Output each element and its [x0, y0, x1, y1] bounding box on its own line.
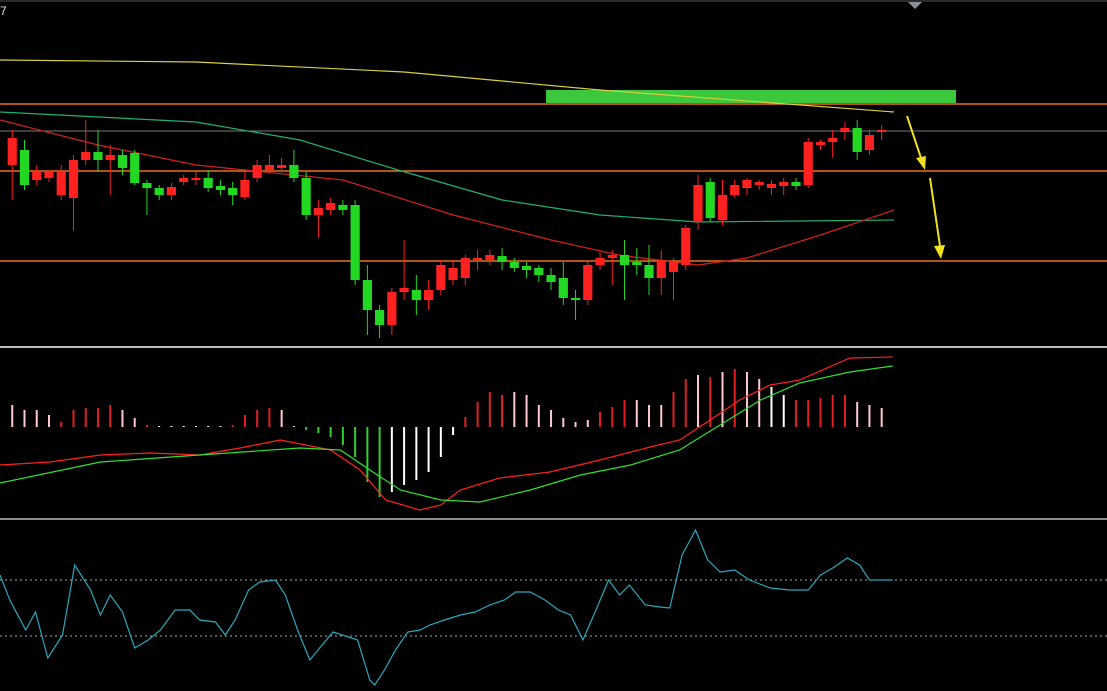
macd-line [0, 365, 893, 503]
candle-body [301, 178, 311, 215]
candle-body [497, 256, 507, 262]
candle-body [828, 138, 838, 142]
candle-body [521, 266, 532, 270]
candle-body [448, 268, 458, 280]
candle-body [595, 258, 605, 265]
candle-body [7, 138, 17, 165]
candle-body [387, 292, 397, 325]
candle-body [56, 172, 66, 195]
candle-body [32, 172, 42, 180]
candle-body [705, 182, 715, 218]
arrow [906, 115, 926, 170]
moving-average [0, 111, 894, 223]
candle-body [864, 135, 875, 150]
candle-body [326, 203, 336, 210]
candle-body [791, 182, 801, 186]
candle-body [766, 184, 777, 188]
candle-body [228, 188, 238, 195]
candle-body [375, 310, 385, 325]
candle-body [730, 185, 740, 195]
corner-label: 7 [0, 4, 7, 18]
candle-body [411, 290, 421, 300]
moving-average [0, 59, 894, 113]
candle-body [362, 280, 372, 310]
candle-body [277, 165, 287, 168]
candle-body [779, 182, 789, 186]
candle-body [436, 265, 446, 290]
candle-body [877, 130, 887, 132]
candle-body [681, 228, 691, 265]
candle-body [644, 265, 654, 278]
candle-body [668, 262, 679, 272]
candle-body [815, 142, 826, 145]
candle-body [142, 183, 152, 188]
candle-body [534, 268, 544, 275]
candle-body [742, 180, 752, 188]
candle-body [105, 155, 115, 160]
candle-body [632, 262, 642, 265]
moving-average [0, 119, 895, 266]
candle-body [509, 262, 519, 268]
candle-body [130, 153, 140, 183]
candle-body [424, 290, 434, 300]
candle-body [717, 195, 728, 220]
candle-body [693, 185, 703, 222]
candle-body [558, 278, 568, 298]
macd-line [0, 356, 893, 511]
candle-body [754, 182, 764, 185]
indicator-line [0, 528, 893, 686]
candle-body [607, 255, 617, 258]
candle-body [656, 260, 666, 278]
candle-body [619, 255, 630, 265]
candle-body [472, 258, 483, 260]
candle-body [399, 288, 409, 292]
candle-body [215, 186, 226, 190]
candle-body [350, 205, 360, 280]
candle-body [840, 128, 850, 132]
candle-body [289, 165, 299, 178]
candle-body [179, 178, 189, 182]
candle-body [252, 165, 262, 178]
candle-body [93, 152, 103, 160]
candle-body [117, 155, 128, 168]
candle-body [264, 165, 274, 170]
candle-body [154, 188, 164, 195]
candle-body [570, 298, 581, 300]
arrow [929, 177, 945, 259]
candle-body [583, 265, 593, 300]
candle-body [203, 178, 213, 188]
candle-body [803, 142, 813, 185]
candle-body [44, 172, 54, 178]
marker [908, 2, 922, 9]
candle-body [313, 208, 323, 215]
candle-body [68, 160, 79, 198]
candle-body [81, 152, 91, 160]
candle-body [485, 255, 495, 260]
candle-body [338, 205, 348, 210]
candle-body [852, 128, 862, 152]
candle-body [546, 275, 556, 282]
candle-body [166, 187, 177, 195]
candle-body [191, 178, 201, 180]
candle-body [240, 180, 250, 197]
candle-body [460, 258, 470, 278]
candle-body [19, 150, 30, 185]
